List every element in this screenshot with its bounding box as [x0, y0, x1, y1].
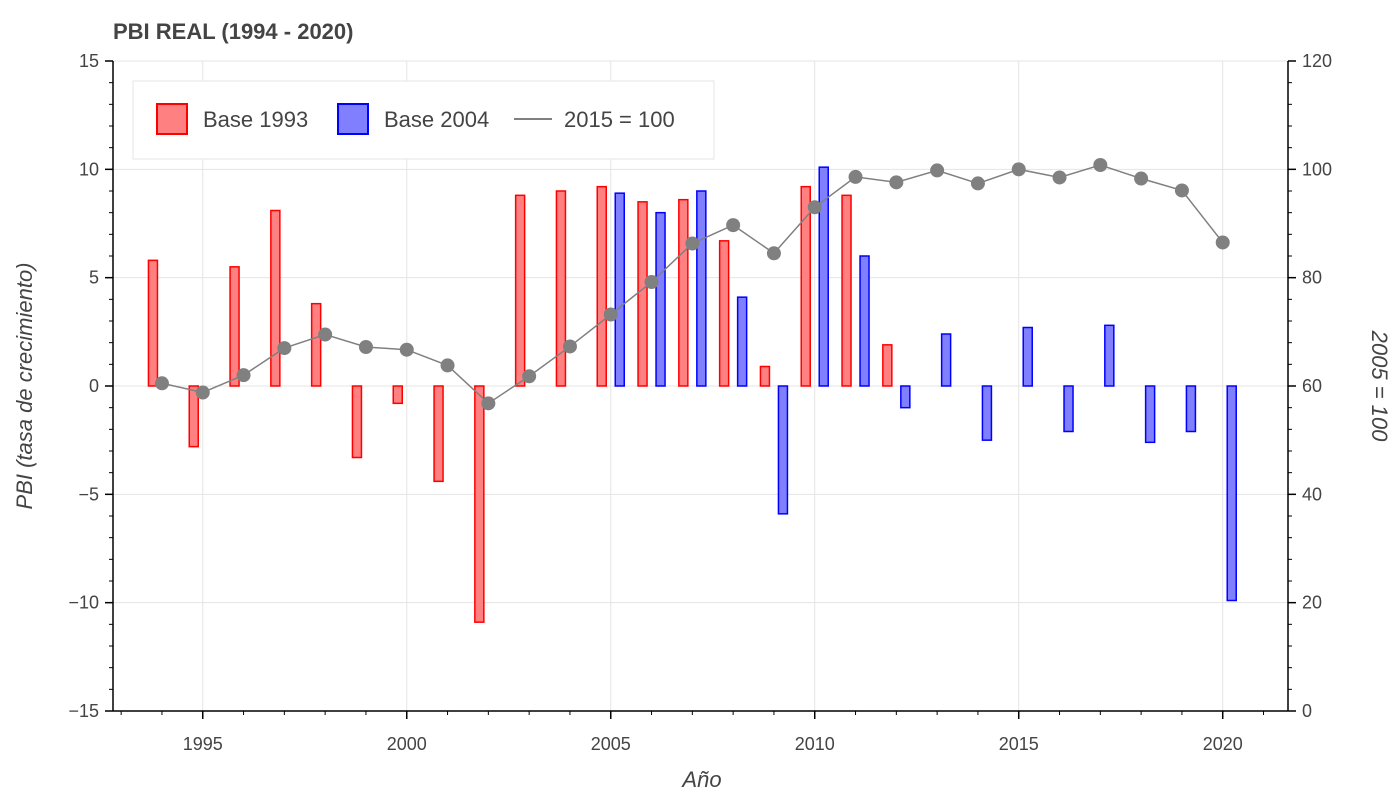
- index-point-2012: [889, 175, 904, 190]
- y-tick-label: 10: [79, 159, 99, 179]
- bar-base-2004-2011: [859, 255, 870, 387]
- legend-swatch-base-2004: [337, 103, 369, 135]
- bar-base-2004-2015: [1022, 326, 1033, 387]
- index-point-2019: [1174, 183, 1189, 198]
- bar-base-2004-2010: [818, 166, 829, 387]
- y-tick-label: −10: [68, 593, 99, 613]
- x-tick-label: 2005: [591, 734, 631, 754]
- bar-base-2004-2005: [614, 192, 625, 387]
- bar-base-1993-1996: [229, 266, 240, 387]
- bar-base-2004-2008: [736, 296, 748, 387]
- legend-label-index: 2015 = 100: [564, 107, 675, 132]
- bar-base-1993-1997: [270, 209, 281, 387]
- chart-title: PBI REAL (1994 - 2020): [113, 19, 353, 44]
- index-point-2014: [970, 176, 985, 191]
- bar-base-1993-2006: [637, 201, 648, 387]
- bar-base-1993-2007: [678, 198, 689, 387]
- bar-base-2004-2007: [696, 190, 707, 387]
- grid: [113, 60, 1288, 712]
- bar-base-1993-1994: [147, 259, 159, 387]
- bar-base-1993-2010: [800, 185, 811, 387]
- y2-tick-label: 20: [1302, 593, 1322, 613]
- index-point-1995: [195, 385, 210, 400]
- legend-swatch-base-1993: [156, 103, 188, 135]
- x-tick-label: 2000: [387, 734, 427, 754]
- bar-base-1993-2009: [759, 365, 771, 387]
- bar-base-2004-2009: [777, 385, 789, 515]
- legend-frame: [132, 80, 715, 160]
- y-tick-label: −5: [78, 484, 99, 504]
- index-point-2008: [726, 218, 741, 233]
- index-point-2017: [1093, 158, 1108, 172]
- line-series: [154, 158, 1230, 411]
- index-point-1999: [358, 340, 373, 354]
- y2-tick-label: 0: [1302, 701, 1312, 721]
- bar-base-2004-2013: [940, 333, 952, 387]
- y2-tick-label: 120: [1302, 51, 1332, 71]
- y-tick-label: 0: [89, 376, 99, 396]
- y-tick-label: 5: [89, 268, 99, 288]
- y-tick-label: −15: [68, 701, 99, 721]
- bar-base-1993-1998: [310, 302, 322, 387]
- bar-base-2004-2018: [1144, 385, 1156, 444]
- index-point-2007: [685, 236, 700, 251]
- index-point-2000: [399, 342, 414, 357]
- legend-label-base-2004: Base 2004: [384, 107, 489, 132]
- bar-base-1993-2004: [555, 190, 567, 387]
- bar-base-1993-2003: [514, 194, 526, 387]
- x-tick-label: 2020: [1203, 734, 1243, 754]
- bar-base-1993-2012: [882, 344, 893, 387]
- bar-base-1993-1995: [188, 385, 200, 448]
- bar-base-1993-2005: [596, 185, 607, 387]
- index-point-2001: [440, 358, 455, 373]
- y2-tick-label: 80: [1302, 268, 1322, 288]
- bar-base-1993-2001: [433, 385, 444, 483]
- bar-base-1993-2002: [474, 385, 485, 623]
- index-point-2013: [930, 163, 945, 178]
- legend-label-base-1993: Base 1993: [203, 107, 308, 132]
- y2-axis-label: 2005 = 100: [1367, 330, 1392, 442]
- axes: −15 −10 −5 0 5 10 15 0 20 40 60 80 100 120 1995 2000 200…: [68, 51, 1332, 754]
- bar-base-2004-2019: [1185, 385, 1197, 433]
- bar-base-1993-2011: [841, 194, 852, 387]
- bar-base-2004-2014: [981, 385, 993, 441]
- index-point-2020: [1215, 235, 1230, 250]
- bar-base-1993-2000: [392, 385, 403, 405]
- y2-tick-label: 40: [1302, 484, 1322, 504]
- index-point-2009: [766, 246, 781, 261]
- x-tick-label: 1995: [183, 734, 223, 754]
- x-tick-label: 2015: [999, 734, 1039, 754]
- index-point-2011: [848, 169, 863, 184]
- index-point-2005: [603, 307, 618, 322]
- index-point-1994: [154, 376, 169, 391]
- index-point-2003: [522, 369, 537, 384]
- index-point-2004: [562, 339, 577, 354]
- bar-base-2004-2016: [1063, 385, 1074, 433]
- index-point-2018: [1134, 171, 1149, 186]
- index-point-1997: [277, 341, 292, 356]
- bar-base-2004-2006: [655, 211, 666, 387]
- y-tick-label: 15: [79, 51, 99, 71]
- index-point-2015: [1011, 162, 1026, 177]
- index-point-1998: [318, 327, 333, 342]
- bar-base-2004-2012: [900, 385, 911, 409]
- x-axis-label: Año: [680, 767, 721, 792]
- bar-base-1993-2008: [718, 240, 730, 387]
- legend: Base 1993 Base 2004 2015 = 100: [132, 80, 715, 160]
- bar-base-2004-2020: [1226, 385, 1237, 602]
- x-tick-label: 2010: [795, 734, 835, 754]
- bars: [147, 166, 1237, 623]
- index-point-2006: [644, 275, 659, 289]
- index-point-1996: [236, 368, 251, 383]
- index-point-2002: [481, 396, 496, 411]
- y-axis-label: PBI (tasa de crecimiento): [12, 263, 37, 510]
- index-point-2016: [1052, 170, 1067, 185]
- y2-tick-label: 100: [1302, 159, 1332, 179]
- index-point-2010: [807, 200, 822, 215]
- bar-base-2004-2017: [1104, 324, 1115, 387]
- bar-base-1993-1999: [351, 385, 363, 459]
- y2-tick-label: 60: [1302, 376, 1322, 396]
